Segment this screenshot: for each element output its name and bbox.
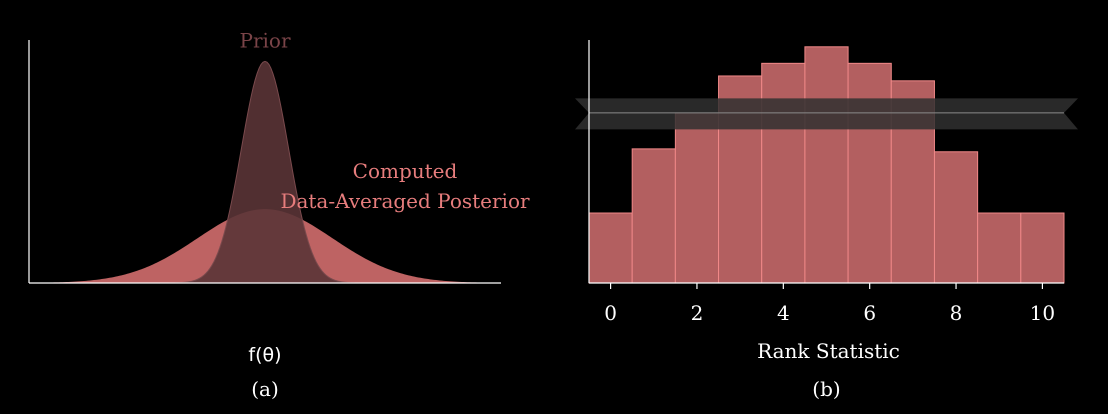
x-tick-label: 0: [604, 301, 617, 325]
panel-b-caption: (b): [812, 377, 840, 401]
histogram-bar: [977, 212, 1022, 284]
panel-a-caption: (a): [251, 377, 279, 401]
histogram-bar: [761, 62, 806, 284]
panel-a-density-chart: Prior Computed Data-Averaged Posterior f…: [28, 28, 530, 401]
panel-a-x-axis-label: f(θ): [248, 344, 281, 366]
histogram-bar: [933, 151, 979, 284]
x-tick-label: 8: [950, 301, 963, 325]
histogram-bar: [631, 148, 676, 284]
histogram-bar: [1020, 212, 1065, 284]
uniform-confidence-band: [575, 98, 1078, 130]
x-tick-label: 4: [777, 301, 790, 325]
prior-series-label: Prior: [239, 28, 290, 52]
histogram-bar: [588, 212, 633, 284]
panel-b-rank-histogram: 0 2 4 6 8 10 Rank Statistic (b): [575, 40, 1078, 401]
posterior-series-label-line-1: Computed: [353, 159, 458, 183]
histogram-bar: [674, 112, 720, 284]
panel-b-x-axis-label: Rank Statistic: [757, 339, 900, 363]
x-tick-label: 6: [863, 301, 876, 325]
x-tick-label: 10: [1030, 301, 1055, 325]
posterior-series-label-line-2: Data-Averaged Posterior: [280, 189, 530, 213]
histogram-bar: [847, 62, 892, 284]
histogram-bar: [804, 46, 849, 284]
x-tick-label: 2: [691, 301, 704, 325]
